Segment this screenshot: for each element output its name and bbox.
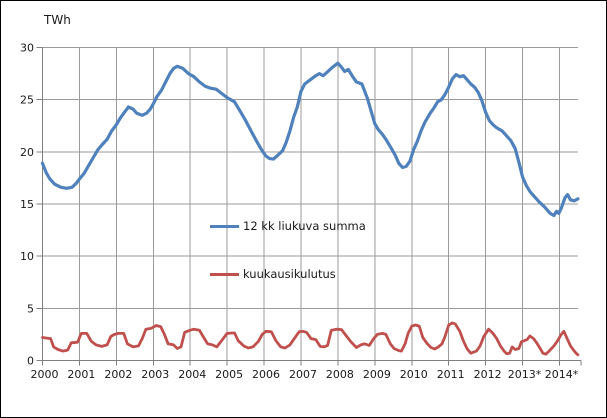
legend-line-red-icon <box>210 272 239 276</box>
legend-line-blue-icon <box>210 224 239 228</box>
x-tick-label: 2010 <box>400 368 428 381</box>
x-tick-label: 2006 <box>252 368 280 381</box>
y-tick-label: 25 <box>20 94 34 107</box>
y-axis-unit-label: TWh <box>44 13 71 27</box>
legend-label-monthly-consumption: kuukausikulutus <box>243 267 336 281</box>
y-tick-label: 10 <box>20 250 34 263</box>
x-tick-label: 2008 <box>326 368 354 381</box>
x-tick-label: 2012 <box>474 368 502 381</box>
x-tick-label: 2003 <box>141 368 169 381</box>
legend-item-monthly-consumption: kuukausikulutus <box>210 267 336 281</box>
x-tick-label: 2004 <box>178 368 206 381</box>
series-line-1 <box>41 321 580 357</box>
x-tick-label: 2014* <box>545 368 579 381</box>
x-tick-label: 2013* <box>508 368 542 381</box>
y-tick-label: 30 <box>20 42 34 55</box>
y-tick-label: 0 <box>27 355 34 368</box>
series-line-0 <box>40 61 580 218</box>
x-tick-label: 2009 <box>363 368 391 381</box>
x-tick-label: 2001 <box>67 368 95 381</box>
legend-item-moving-sum: 12 kk liukuva summa <box>210 219 366 233</box>
x-tick-label: 2007 <box>289 368 317 381</box>
x-tick-label: 2005 <box>215 368 243 381</box>
y-tick-label: 5 <box>27 302 34 315</box>
x-tick-label: 2002 <box>104 368 132 381</box>
legend-label-moving-sum: 12 kk liukuva summa <box>243 219 366 233</box>
x-tick-label: 2011 <box>437 368 465 381</box>
x-tick-label: 2000 <box>31 368 59 381</box>
y-tick-label: 20 <box>20 146 34 159</box>
y-tick-label: 15 <box>20 198 34 211</box>
